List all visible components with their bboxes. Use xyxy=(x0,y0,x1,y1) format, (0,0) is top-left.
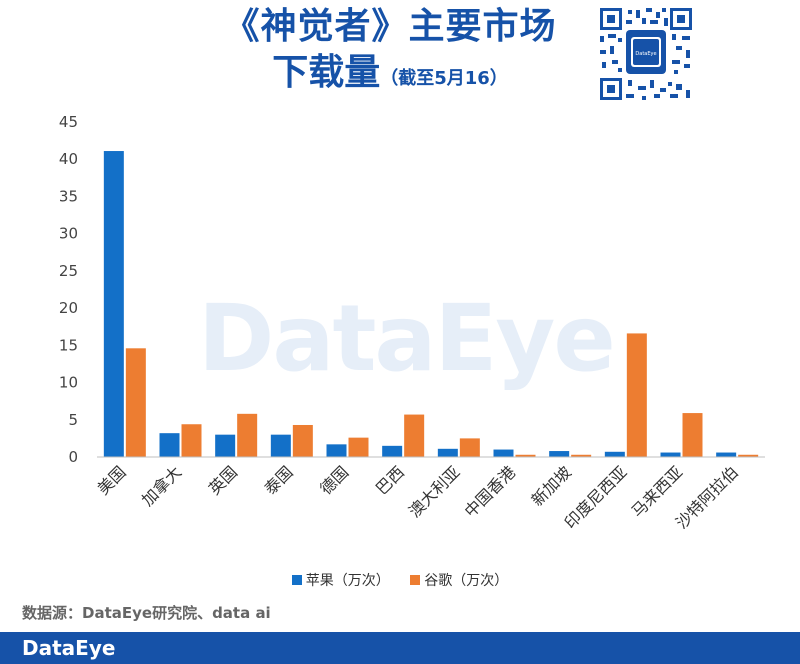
legend-item-google: 谷歌（万次） xyxy=(410,570,508,590)
y-tick-label: 45 xyxy=(59,113,78,131)
bar-apple xyxy=(382,445,403,457)
y-tick-label: 25 xyxy=(59,262,78,280)
legend-swatch-google xyxy=(410,575,421,585)
bar-apple xyxy=(716,452,737,457)
bar-apple xyxy=(215,434,236,457)
bar-google xyxy=(237,413,258,457)
title-date-note: （截至5月16） xyxy=(380,68,508,89)
bar-google xyxy=(125,348,146,457)
bar-google xyxy=(571,454,592,457)
y-tick-label: 15 xyxy=(59,336,78,354)
bar-apple xyxy=(326,444,347,457)
watermark: DataEye xyxy=(198,285,616,392)
bar-apple xyxy=(437,448,458,457)
y-tick-label: 30 xyxy=(59,225,78,243)
x-tick-label: 美国 xyxy=(94,462,130,498)
x-tick-label: 英国 xyxy=(205,462,241,498)
qr-logo-label: DataEye xyxy=(635,51,656,57)
y-tick-label: 0 xyxy=(68,448,78,466)
x-tick-label: 泰国 xyxy=(261,462,297,498)
bar-google xyxy=(738,454,759,457)
bar-apple xyxy=(604,451,625,457)
bar-google xyxy=(459,438,480,457)
footer-logo: DataEye xyxy=(22,636,116,660)
x-tick-label: 加拿大 xyxy=(138,462,185,509)
bar-google xyxy=(682,413,703,457)
y-tick-label: 35 xyxy=(59,187,78,205)
legend-label-apple: 苹果（万次） xyxy=(305,573,390,589)
x-tick-label: 澳大利亚 xyxy=(405,462,464,521)
bar-apple xyxy=(159,433,180,457)
x-tick-label: 德国 xyxy=(316,462,352,498)
legend-swatch-apple xyxy=(291,575,302,585)
legend: 苹果（万次） 谷歌（万次） xyxy=(0,570,800,590)
x-tick-label: 中国香港 xyxy=(461,462,520,521)
y-tick-label: 40 xyxy=(59,150,78,168)
x-tick-label: 新加坡 xyxy=(528,462,575,509)
title-line-1: 《神觉者》主要市场 xyxy=(223,6,557,47)
bar-google xyxy=(515,454,536,457)
y-tick-label: 20 xyxy=(59,299,78,317)
y-tick-label: 10 xyxy=(59,374,78,392)
chart-title: 《神觉者》主要市场 下载量（截至5月16） xyxy=(180,4,600,102)
footer-bar: DataEye xyxy=(0,632,800,664)
legend-item-apple: 苹果（万次） xyxy=(291,570,390,590)
bar-apple xyxy=(103,151,124,458)
bar-google xyxy=(404,414,425,457)
bar-apple xyxy=(549,451,570,457)
bar-google xyxy=(348,437,369,457)
bar-google xyxy=(181,424,202,457)
title-line-2: 下载量（截至5月16） xyxy=(180,50,600,102)
bar-google xyxy=(292,424,313,457)
bar-apple xyxy=(660,452,681,457)
x-tick-label: 巴西 xyxy=(372,462,408,498)
title-line-2-main: 下载量 xyxy=(272,52,381,93)
bar-apple xyxy=(493,449,514,457)
bar-apple xyxy=(270,434,291,457)
qr-code: DataEye xyxy=(598,6,694,102)
bar-google xyxy=(626,333,647,457)
legend-label-google: 谷歌（万次） xyxy=(424,573,509,589)
y-tick-label: 5 xyxy=(68,411,78,429)
data-source: 数据源：DataEye研究院、data ai xyxy=(22,604,271,622)
